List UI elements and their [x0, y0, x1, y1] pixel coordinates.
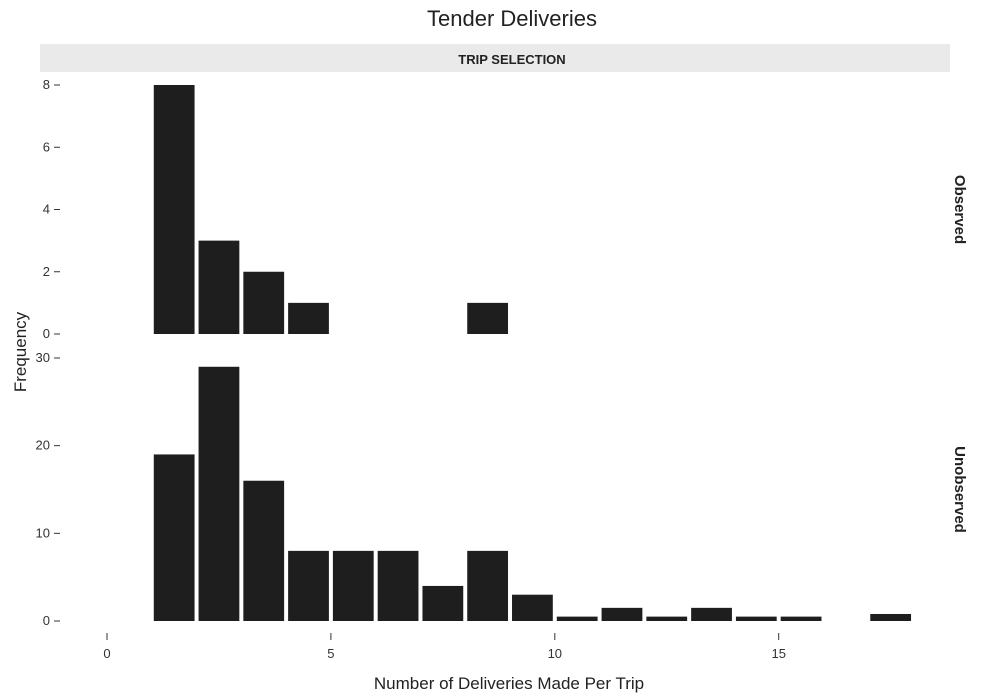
histogram-bar	[870, 613, 912, 621]
histogram-bar	[556, 616, 598, 621]
histogram-bar	[422, 585, 464, 621]
x-tick-label: 5	[327, 646, 334, 661]
facet-unobserved: 0 10 20 30 Unobserved	[36, 350, 968, 628]
histogram-bar	[735, 616, 777, 621]
histogram-bar	[691, 607, 732, 621]
histogram-bar	[288, 302, 329, 334]
histogram-bar	[601, 607, 643, 621]
histogram-bar	[243, 480, 285, 621]
histogram-bar	[780, 616, 822, 621]
y-tick-label: 0	[43, 326, 50, 341]
y-tick-label: 8	[43, 77, 50, 92]
y-tick-label: 4	[43, 202, 50, 217]
histogram-bar	[467, 302, 509, 334]
y-tick-label: 2	[43, 264, 50, 279]
histogram-bar	[153, 454, 195, 621]
histogram-bar	[377, 550, 419, 621]
x-axis-label: Number of Deliveries Made Per Trip	[374, 674, 644, 693]
histogram-bar	[646, 616, 688, 621]
y-axis-label: Frequency	[11, 311, 30, 392]
histogram-bar	[288, 550, 329, 621]
x-tick-label: 15	[771, 646, 785, 661]
subtitle-strip	[40, 44, 950, 72]
histogram-bar	[198, 240, 240, 334]
y-tick-label: 30	[36, 350, 50, 365]
y-tick-label: 6	[43, 139, 50, 154]
facet-label-observed: Observed	[951, 175, 968, 244]
histogram-bar	[332, 550, 374, 621]
facet-panels: 0 2 4 6 8 Observed 0 10 20 30 Unobserved	[36, 77, 968, 628]
x-tick-label: 0	[103, 646, 110, 661]
histogram-bar	[467, 550, 509, 621]
histogram-bar	[198, 366, 240, 621]
histogram-bar	[512, 594, 553, 621]
x-tick-label: 10	[548, 646, 562, 661]
x-axis: 0 5 10 15	[103, 633, 786, 661]
y-tick-label: 10	[36, 525, 50, 540]
chart-subtitle: TRIP SELECTION	[458, 52, 565, 67]
facet-label-unobserved: Unobserved	[951, 446, 968, 533]
histogram-bar	[243, 271, 285, 334]
y-tick-label: 20	[36, 438, 50, 453]
histogram-bar	[153, 85, 195, 334]
y-tick-label: 0	[43, 613, 50, 628]
chart-title: Tender Deliveries	[427, 6, 597, 31]
facet-observed: 0 2 4 6 8 Observed	[43, 77, 968, 341]
